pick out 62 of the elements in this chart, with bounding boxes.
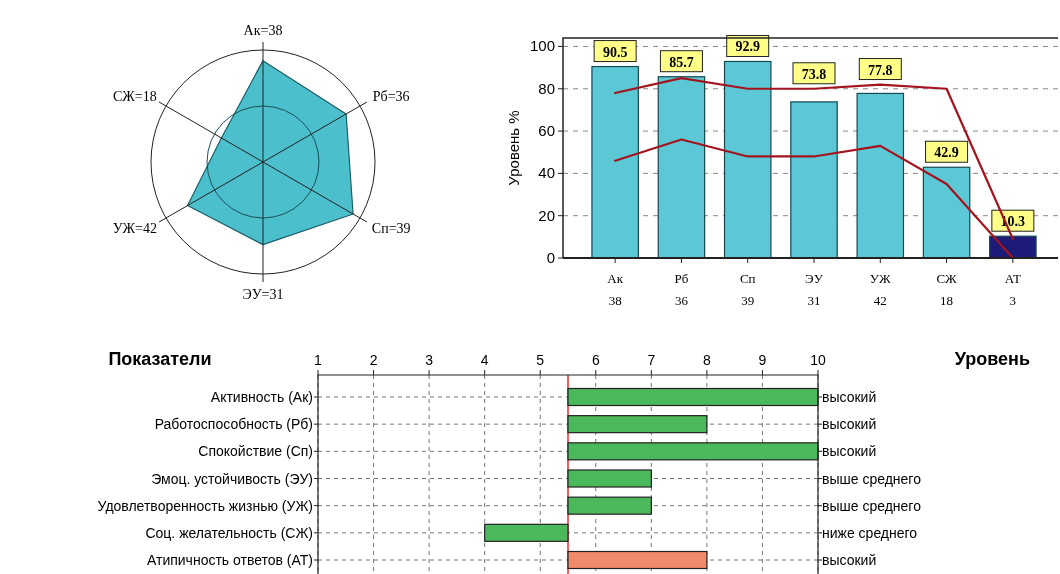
spoke-label: Сп=39 [371, 221, 411, 236]
data-label: 92.9 [735, 39, 760, 55]
text: высокий [822, 416, 877, 433]
x-tick-label: Сп 39 [739, 271, 756, 308]
spoke-label: Ак=38 [243, 23, 283, 38]
x-tick-label: Ак 38 [607, 271, 624, 308]
x-tick-label: 3 [425, 352, 434, 368]
x-tick-label: 7 [647, 352, 656, 368]
data-label: 73.8 [801, 66, 827, 82]
text: высокий [822, 389, 877, 405]
text: высокий [822, 443, 877, 460]
text: выше среднего [822, 470, 922, 487]
bar [567, 415, 708, 434]
y-tick-label: Спокойствие (Сп) [198, 443, 313, 460]
spoke-label: Рб=36 [372, 89, 410, 104]
y-tick-label: 100 [529, 37, 555, 55]
text: ниже среднего [822, 524, 918, 541]
x-tick-label: 8 [702, 352, 711, 368]
data-label: 85.7 [669, 54, 694, 70]
text: высокий [822, 552, 877, 568]
x-tick-label: 6 [591, 352, 600, 368]
x-tick-label: 1 [314, 352, 323, 368]
y-tick-label: 20 [538, 206, 555, 224]
bar [790, 101, 838, 259]
y-tick-label: 80 [538, 79, 555, 97]
spoke-label: СЖ=18 [112, 89, 157, 104]
x-tick-label: УЖ 42 [869, 271, 892, 308]
x-tick-label: 9 [758, 352, 767, 368]
y-tick-label: Соц. желательность (СЖ) [145, 524, 313, 541]
bar [567, 550, 708, 570]
x-tick-label: Рб 36 [674, 271, 689, 308]
y-tick-label: 40 [538, 164, 555, 182]
y-tick-label: Эмоц. устойчивость (ЭУ) [151, 470, 313, 487]
y-axis-title: Показатели [108, 349, 212, 369]
bar [856, 92, 905, 259]
bar [657, 76, 706, 259]
y-tick-label: 60 [538, 122, 555, 140]
bar [723, 60, 772, 259]
x-tick-label: АТ 3 [1004, 271, 1022, 308]
data-label: 42.9 [934, 145, 959, 161]
y-tick-label: Атипичность ответов (АТ) [146, 552, 313, 568]
x-tick-label: 5 [536, 352, 545, 368]
x-tick-label: ЭУ 31 [805, 271, 824, 308]
y2-axis-title: Уровень [954, 349, 1030, 369]
bar [567, 496, 652, 515]
x-tick-label: 4 [480, 352, 489, 368]
data-label: 90.5 [602, 44, 628, 60]
bar [922, 166, 971, 259]
spoke-label: ЭУ=31 [242, 287, 284, 302]
x-tick-label: 2 [369, 352, 378, 368]
y-axis-title: Уровень % [505, 110, 522, 186]
y-tick-label: 0 [546, 249, 555, 266]
bar [567, 469, 652, 488]
y-tick-label: Удовлетворенность жизнью (УЖ) [97, 497, 313, 514]
y-tick-label: Работоспособность (Рб) [154, 416, 313, 433]
spoke-label: УЖ=42 [112, 221, 158, 236]
data-label: 77.8 [868, 62, 893, 78]
text: выше среднего [822, 497, 922, 514]
bar [484, 523, 569, 542]
y-tick-label: Активность (Ак) [210, 389, 313, 405]
x-tick-label: СЖ 18 [936, 271, 958, 308]
x-tick-label: 10 [810, 352, 826, 368]
